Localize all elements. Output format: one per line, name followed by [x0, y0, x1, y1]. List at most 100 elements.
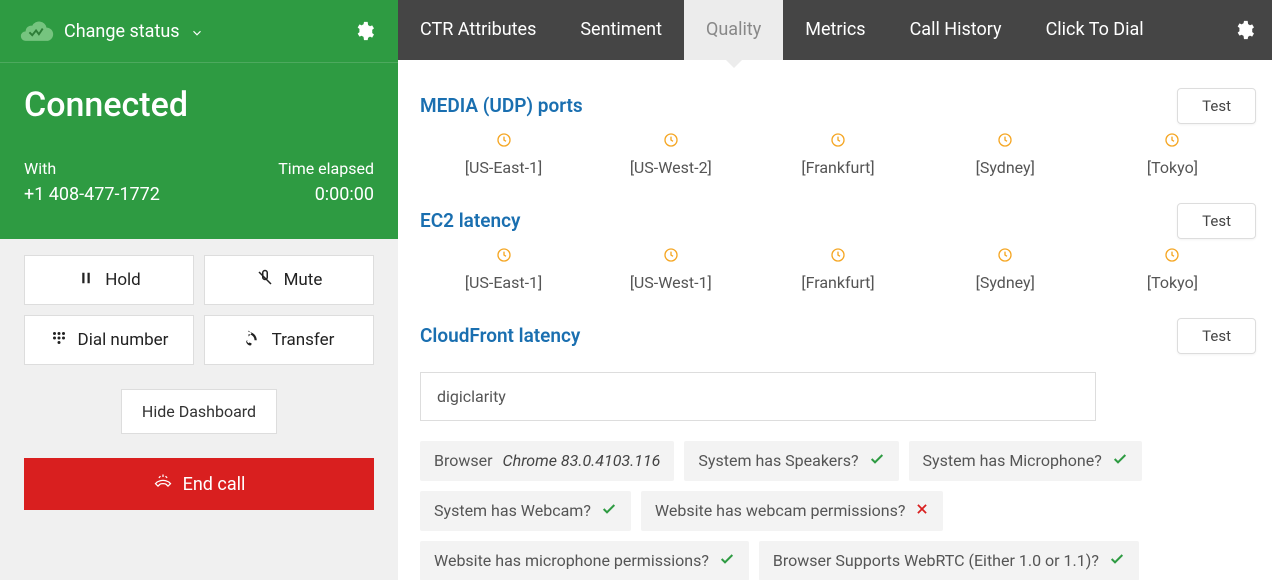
- media-region-label: [Tokyo]: [1089, 158, 1256, 177]
- left-settings-button[interactable]: [336, 0, 392, 62]
- tab-call-history-label: Call History: [910, 19, 1002, 40]
- clock-icon: [420, 247, 587, 267]
- chip-microphone: System has Microphone?: [909, 441, 1142, 481]
- transfer-icon: [244, 329, 262, 352]
- tab-click-to-dial[interactable]: Click To Dial: [1024, 0, 1166, 60]
- logo-icon: [18, 19, 56, 43]
- ec2-region: [US-West-1]: [587, 247, 754, 292]
- media-region: [US-West-2]: [587, 132, 754, 177]
- check-icon: [869, 451, 885, 471]
- ec2-region-label: [US-West-1]: [587, 273, 754, 292]
- ec2-region: [US-East-1]: [420, 247, 587, 292]
- tab-call-history[interactable]: Call History: [888, 0, 1024, 60]
- clock-icon: [922, 132, 1089, 152]
- cloudfront-test-button[interactable]: Test: [1177, 318, 1256, 354]
- media-region: [US-East-1]: [420, 132, 587, 177]
- clock-icon: [922, 247, 1089, 267]
- media-region-row: [US-East-1] [US-West-2] [Frankfurt] [Syd…: [420, 132, 1256, 177]
- call-controls: Hold Mute Dial number Transfer: [0, 239, 398, 365]
- clock-icon: [587, 132, 754, 152]
- change-status-dropdown[interactable]: Change status: [64, 21, 204, 42]
- end-call-button[interactable]: End call: [24, 458, 374, 510]
- chip-browser-value: Chrome 83.0.4103.116: [503, 451, 661, 470]
- mic-off-icon: [256, 269, 274, 292]
- ec2-region-label: [Frankfurt]: [754, 273, 921, 292]
- clock-icon: [587, 247, 754, 267]
- chip-speakers-label: System has Speakers?: [698, 451, 858, 470]
- tab-ctr-attributes[interactable]: CTR Attributes: [398, 0, 558, 60]
- tab-sentiment-label: Sentiment: [580, 19, 662, 40]
- chip-webcam-perm-label: Website has webcam permissions?: [655, 501, 906, 520]
- tab-quality[interactable]: Quality: [684, 0, 783, 60]
- end-call-icon: [153, 472, 173, 497]
- ec2-region: [Sydney]: [922, 247, 1089, 292]
- chevron-down-icon: [190, 24, 204, 38]
- chip-webrtc-label: Browser Supports WebRTC (Either 1.0 or 1…: [773, 551, 1099, 570]
- cloudfront-test-label: Test: [1202, 327, 1231, 345]
- media-test-button[interactable]: Test: [1177, 88, 1256, 124]
- ec2-region: [Frankfurt]: [754, 247, 921, 292]
- capability-chips: Browser Chrome 83.0.4103.116 System has …: [420, 441, 1256, 580]
- right-panel: CTR Attributes Sentiment Quality Metrics…: [398, 0, 1272, 580]
- chip-browser-label: Browser: [434, 451, 493, 470]
- media-region: [Sydney]: [922, 132, 1089, 177]
- mute-button[interactable]: Mute: [204, 255, 374, 305]
- check-icon: [601, 501, 617, 521]
- transfer-label: Transfer: [272, 330, 335, 350]
- clock-icon: [420, 132, 587, 152]
- cloudfront-section-title: CloudFront latency: [420, 324, 580, 347]
- dialpad-icon: [50, 329, 68, 352]
- with-label: With: [24, 159, 56, 178]
- chip-mic-perm-label: Website has microphone permissions?: [434, 551, 709, 570]
- tab-metrics[interactable]: Metrics: [783, 0, 887, 60]
- tab-metrics-label: Metrics: [805, 19, 865, 40]
- connected-block: Connected With Time elapsed +1 408-477-1…: [0, 62, 398, 239]
- elapsed-value: 0:00:00: [315, 184, 374, 205]
- mute-label: Mute: [284, 270, 323, 290]
- dial-number-label: Dial number: [78, 330, 169, 350]
- clock-icon: [754, 132, 921, 152]
- ec2-test-label: Test: [1202, 212, 1231, 230]
- ec2-test-button[interactable]: Test: [1177, 203, 1256, 239]
- ec2-region-label: [Sydney]: [922, 273, 1089, 292]
- media-section-title: MEDIA (UDP) ports: [420, 94, 583, 117]
- chip-webcam-permission: Website has webcam permissions?: [641, 491, 944, 531]
- chip-microphone-label: System has Microphone?: [923, 451, 1102, 470]
- end-call-label: End call: [183, 474, 246, 495]
- media-region-label: [Sydney]: [922, 158, 1089, 177]
- clock-icon: [754, 247, 921, 267]
- pause-icon: [77, 269, 95, 292]
- ec2-section-title: EC2 latency: [420, 209, 520, 232]
- media-region: [Tokyo]: [1089, 132, 1256, 177]
- change-status-label: Change status: [64, 21, 180, 42]
- tab-ctr-label: CTR Attributes: [420, 19, 536, 40]
- media-region-label: [US-West-2]: [587, 158, 754, 177]
- cloudfront-input[interactable]: [420, 372, 1096, 421]
- tab-sentiment[interactable]: Sentiment: [558, 0, 684, 60]
- hold-button[interactable]: Hold: [24, 255, 194, 305]
- ec2-region-row: [US-East-1] [US-West-1] [Frankfurt] [Syd…: [420, 247, 1256, 292]
- ec2-region-label: [Tokyo]: [1089, 273, 1256, 292]
- cross-icon: [915, 501, 929, 520]
- clock-icon: [1089, 132, 1256, 152]
- chip-webrtc: Browser Supports WebRTC (Either 1.0 or 1…: [759, 541, 1139, 580]
- media-region-label: [US-East-1]: [420, 158, 587, 177]
- status-bar: Change status: [0, 0, 398, 62]
- tab-bar: CTR Attributes Sentiment Quality Metrics…: [398, 0, 1272, 60]
- hide-dashboard-button[interactable]: Hide Dashboard: [121, 389, 277, 434]
- chip-webcam-label: System has Webcam?: [434, 501, 591, 520]
- chip-speakers: System has Speakers?: [684, 441, 898, 481]
- check-icon: [1109, 551, 1125, 571]
- dial-number-button[interactable]: Dial number: [24, 315, 194, 365]
- connected-title: Connected: [24, 85, 374, 125]
- media-region: [Frankfurt]: [754, 132, 921, 177]
- tab-quality-label: Quality: [706, 19, 761, 40]
- right-settings-button[interactable]: [1216, 0, 1272, 60]
- left-panel: Change status Connected With Time elapse…: [0, 0, 398, 580]
- with-value: +1 408-477-1772: [24, 184, 160, 205]
- hide-dashboard-label: Hide Dashboard: [142, 402, 256, 421]
- transfer-button[interactable]: Transfer: [204, 315, 374, 365]
- tab-click-to-dial-label: Click To Dial: [1046, 19, 1144, 40]
- chip-browser: Browser Chrome 83.0.4103.116: [420, 441, 674, 481]
- chip-mic-permission: Website has microphone permissions?: [420, 541, 749, 580]
